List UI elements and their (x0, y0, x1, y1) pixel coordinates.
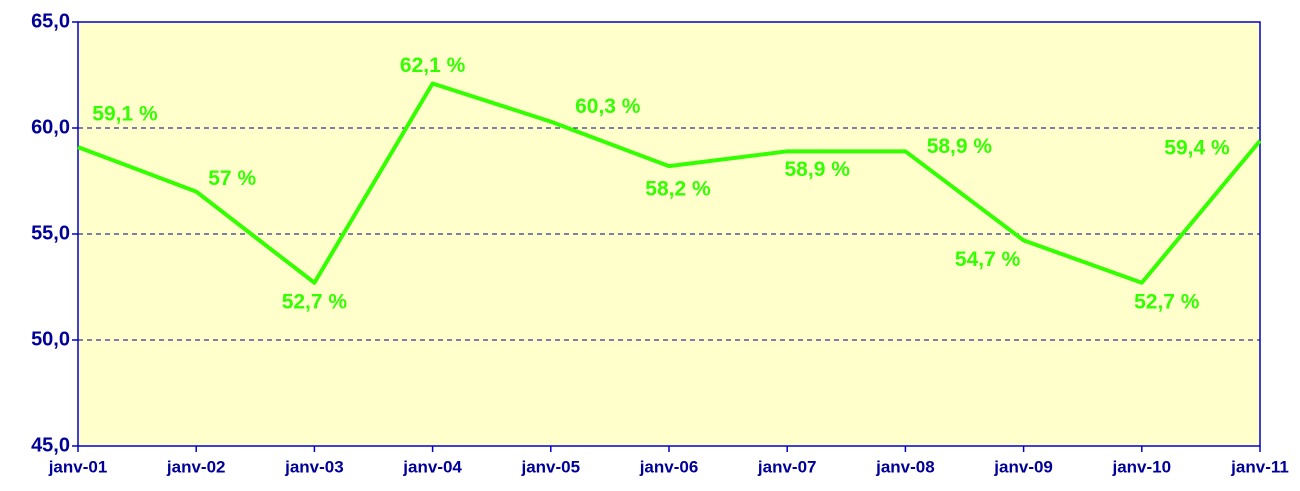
data-label: 57 % (208, 167, 256, 190)
data-label: 58,2 % (645, 178, 711, 201)
data-label: 60,3 % (575, 95, 641, 118)
x-tick-label: janv-04 (402, 457, 462, 476)
data-label: 58,9 % (927, 135, 993, 158)
y-tick-label: 50,0 (31, 328, 70, 350)
y-tick-label: 65,0 (31, 10, 70, 32)
x-tick-label: janv-09 (993, 457, 1053, 476)
x-tick-label: janv-01 (48, 457, 108, 476)
y-tick-label: 60,0 (31, 116, 70, 138)
plot-area (77, 21, 1261, 447)
data-line (77, 81, 1262, 285)
y-tick-label: 55,0 (31, 222, 70, 244)
data-label: 58,9 % (785, 158, 851, 181)
x-tick-label: janv-06 (639, 457, 699, 476)
data-label: 59,4 % (1164, 136, 1230, 159)
x-tick-label: janv-02 (166, 457, 226, 476)
data-label: 62,1 % (400, 54, 466, 77)
data-label: 52,7 % (282, 290, 348, 313)
data-label: 52,7 % (1134, 290, 1200, 313)
x-tick-label: janv-10 (1112, 457, 1172, 476)
y-tick-label: 45,0 (31, 434, 70, 456)
x-tick-label: janv-11 (1230, 457, 1289, 476)
x-tick-label: janv-07 (757, 457, 817, 476)
x-tick-label: janv-03 (284, 457, 344, 476)
data-label: 54,7 % (955, 248, 1021, 271)
x-tick-label: janv-05 (521, 457, 581, 476)
x-tick-label: janv-08 (875, 457, 935, 476)
data-label: 59,1 % (92, 103, 158, 126)
